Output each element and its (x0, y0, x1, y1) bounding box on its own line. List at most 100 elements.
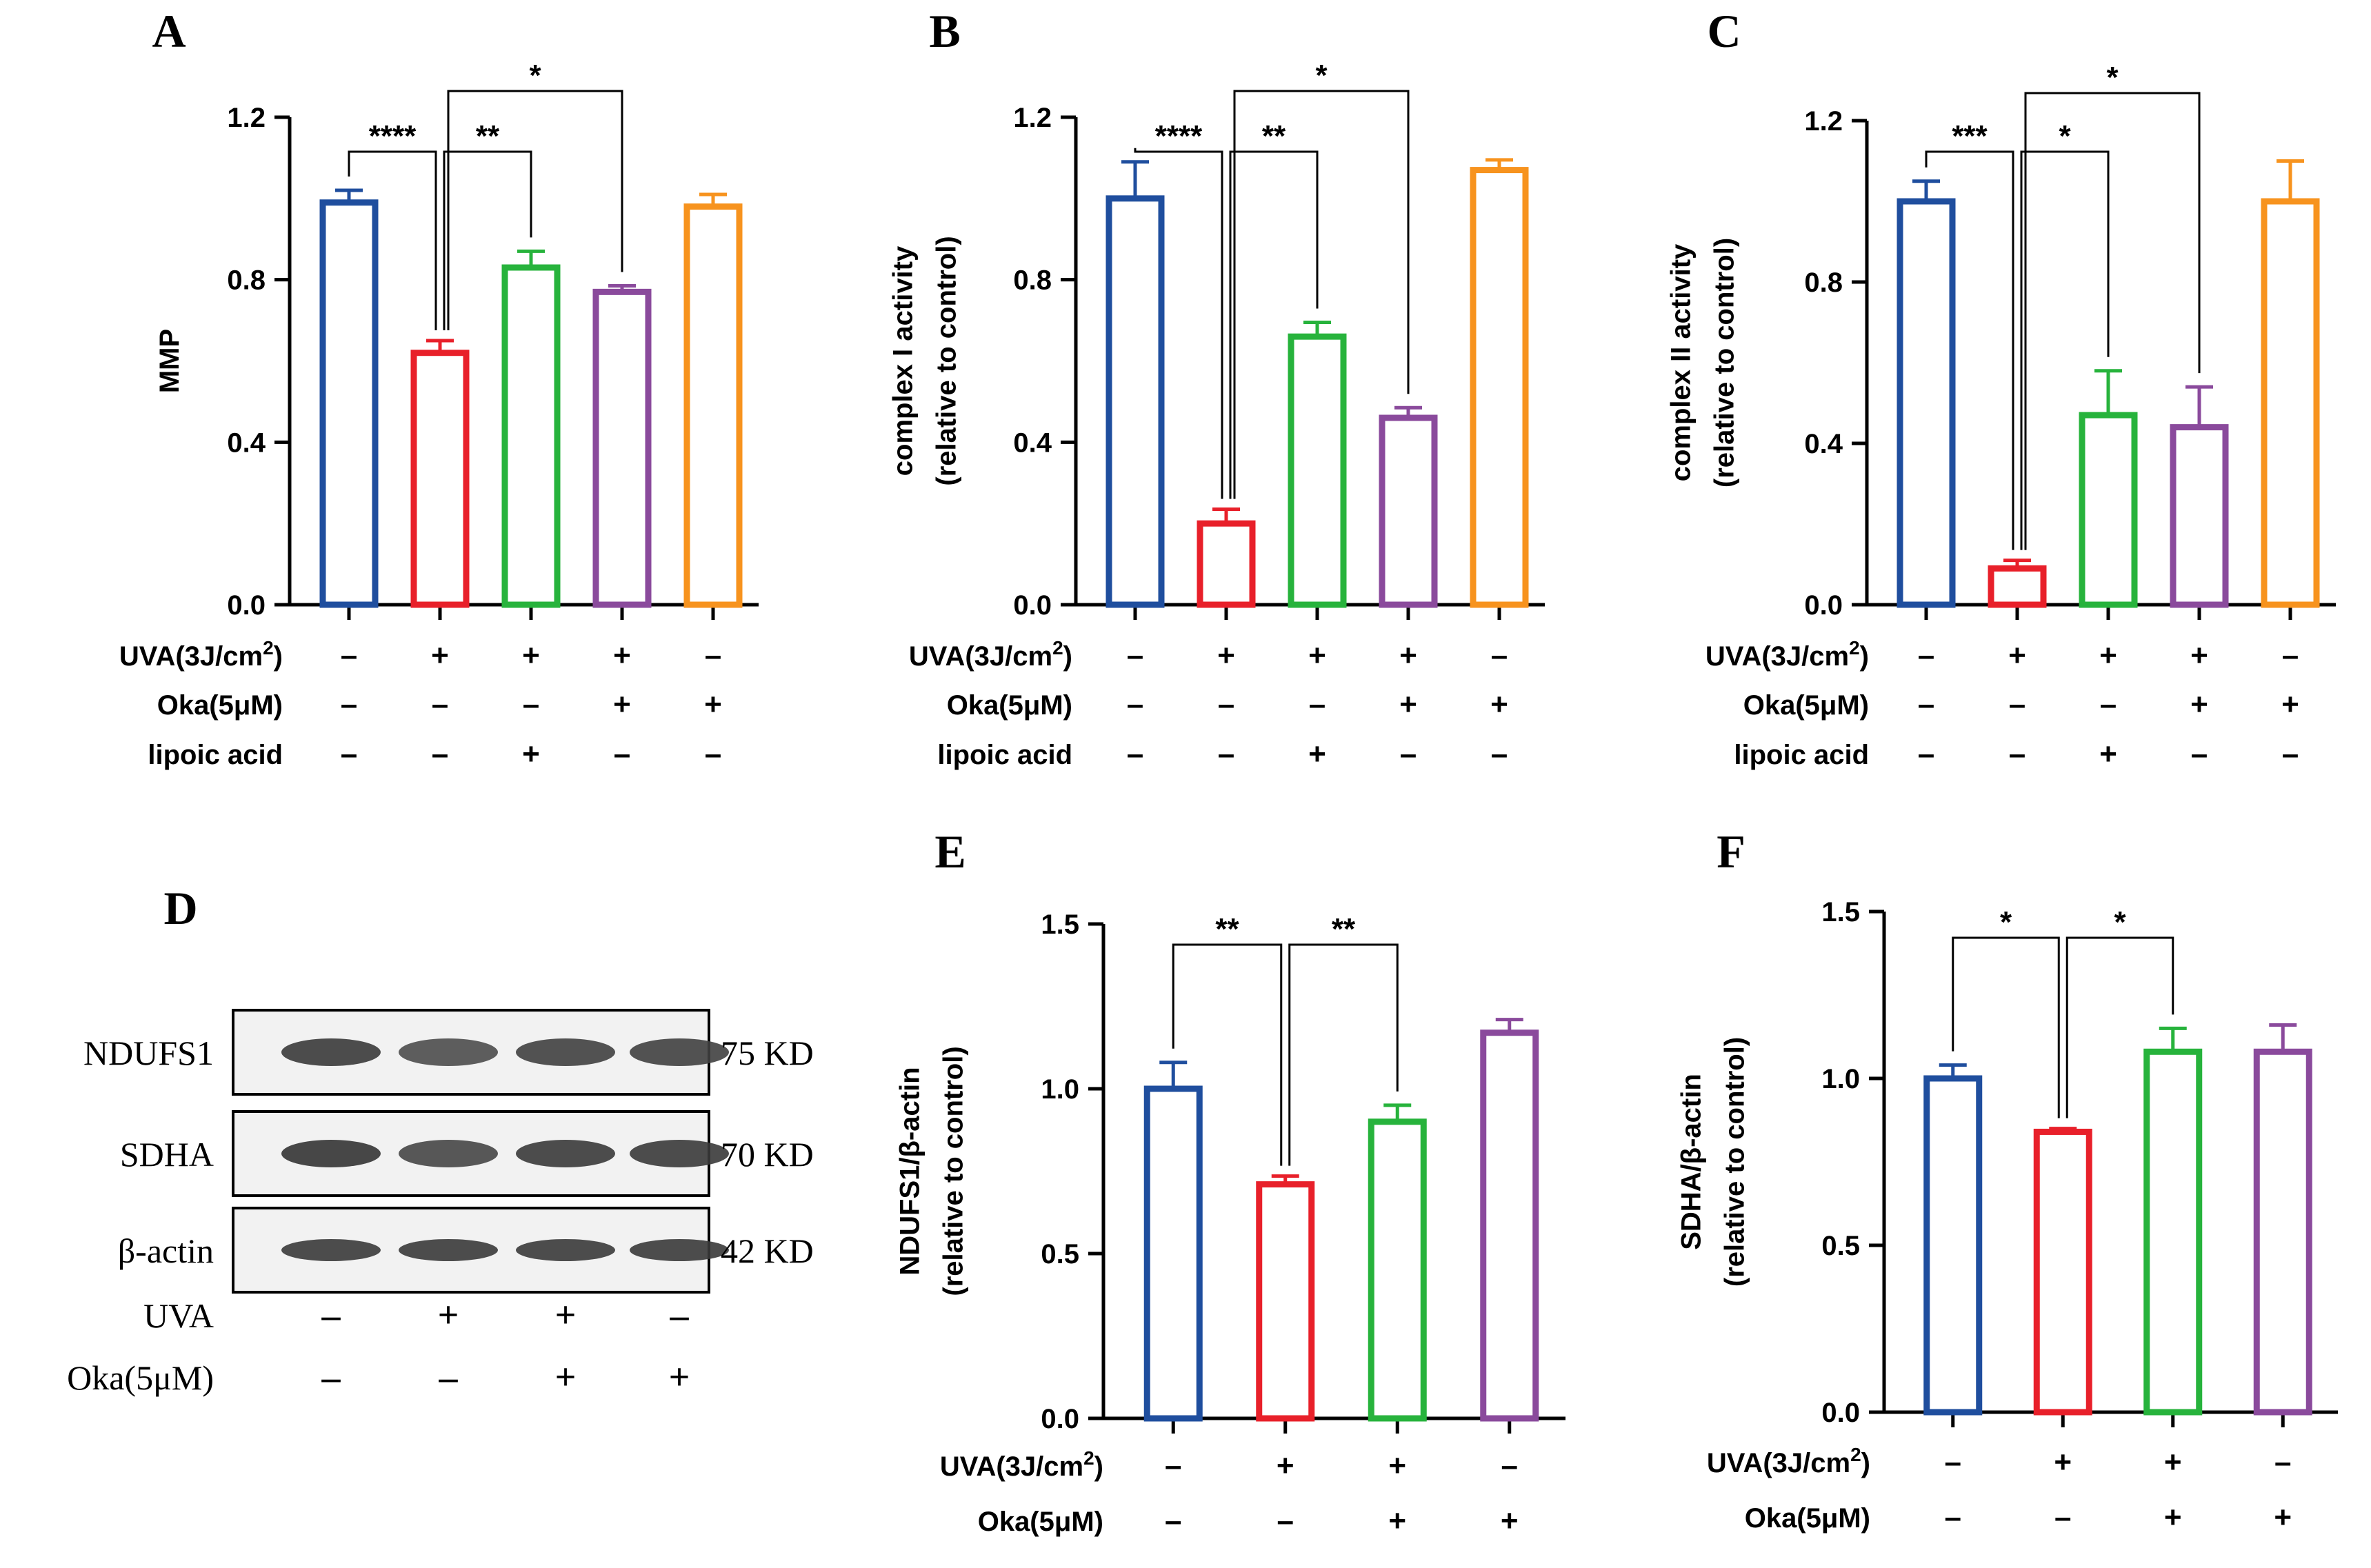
significance-bracket (2024, 92, 2201, 550)
treatment-sign: – (1945, 1500, 1961, 1534)
blot-row-label: SDHA (120, 1135, 214, 1174)
treatment-label: UVA(3J/cm2) (1705, 637, 1869, 672)
treatment-sign: + (2190, 687, 2208, 721)
blot-treatment-sign: + (555, 1294, 577, 1336)
treatment-sign: – (2100, 687, 2117, 721)
significance-label: *** (1952, 119, 1988, 153)
y-tick-label: 0.0 (227, 590, 266, 621)
blot-size-label: 75 KD (721, 1034, 814, 1072)
blot-treatment-sign: + (669, 1356, 690, 1398)
treatment-sign: – (1165, 1449, 1181, 1482)
significance-label: * (1315, 59, 1328, 92)
chart-panel-b: B 0.0 0.4 0.8 1.2 complex I activity (relative… (888, 5, 1545, 771)
treatment-sign: – (2282, 639, 2299, 672)
treatment-sign: – (1918, 737, 1934, 771)
y-tick-label: 0.5 (1041, 1239, 1079, 1269)
treatment-sign: + (1308, 737, 1326, 771)
significance-label: * (529, 59, 541, 92)
treatment-label-close: ) (1094, 1451, 1103, 1482)
treatment-sign: – (1945, 1445, 1961, 1479)
treatment-label-close: ) (1063, 641, 1072, 672)
y-axis-label-line2: (relative to control) (932, 236, 962, 485)
treatment-sign: – (1277, 1504, 1294, 1538)
treatment-label: UVA(3J/cm2) (909, 637, 1072, 672)
treatment-sign: + (2274, 1500, 2292, 1534)
blot-band (630, 1239, 729, 1261)
y-axis-label-line2: (relative to control) (1720, 1037, 1750, 1287)
treatment-label: lipoic acid (148, 740, 283, 770)
y-tick-label: 0.0 (1041, 1404, 1079, 1434)
bar (1480, 1029, 1539, 1422)
treatment-label: UVA(3J/cm2) (119, 637, 283, 672)
y-tick-label: 1.0 (1821, 1064, 1860, 1094)
bar (1197, 520, 1256, 608)
y-tick-label: 0.0 (1013, 590, 1052, 621)
treatment-sign: + (2190, 639, 2208, 672)
treatment-sign: – (432, 737, 448, 771)
treatment-label: Oka(5μM) (157, 690, 283, 721)
treatment-sign: + (2099, 737, 2117, 771)
panel-label: D (163, 882, 197, 934)
treatment-sign: + (2054, 1445, 2072, 1479)
treatment-sign: + (1399, 639, 1417, 672)
treatment-sign: – (1491, 737, 1508, 771)
blot-treatment-sign: – (670, 1294, 690, 1336)
treatment-label: Oka(5μM) (947, 690, 1072, 721)
panel-label: C (1707, 5, 1741, 57)
treatment-sign: – (1165, 1504, 1181, 1538)
treatment-sign: – (341, 737, 357, 771)
treatment-label: Oka(5μM) (1743, 690, 1869, 721)
y-tick-label: 0.4 (1013, 428, 1052, 458)
treatment-label: lipoic acid (1734, 740, 1869, 770)
y-tick-label: 1.0 (1041, 1074, 1079, 1105)
treatment-label-sup: 2 (1850, 1444, 1861, 1465)
blot-band (630, 1038, 729, 1066)
treatment-sign: – (614, 737, 630, 771)
blot-band (399, 1038, 498, 1066)
y-axis-label: MMP (154, 329, 185, 393)
treatment-label: Oka(5μM) (978, 1507, 1103, 1537)
y-tick-label: 1.5 (1041, 909, 1079, 940)
chart-panel-e: E 0.0 0.5 1.0 1.5 NDUFS1/β-actin (relative to … (895, 825, 1565, 1538)
treatment-sign: – (1309, 687, 1325, 721)
blot-band (516, 1239, 615, 1261)
y-axis-label-line1: MMP (154, 329, 185, 393)
bar (683, 203, 743, 608)
panel-label: F (1717, 825, 1745, 878)
blot-treatment-sign: – (321, 1294, 341, 1336)
treatment-label-text: UVA(3J/cm (119, 641, 263, 672)
treatment-sign: – (1400, 737, 1417, 771)
significance-bracket (1134, 148, 1223, 499)
significance-bracket (2020, 150, 2110, 550)
blot-panel-d: D NDUFS1 75 KD SDHA 70 KD β-actin 42 KD UVA – + + –… (67, 882, 814, 1398)
treatment-label-close: ) (1860, 641, 1869, 672)
y-tick-label: 0.0 (1821, 1398, 1860, 1428)
blot-treatment-label: UVA (143, 1296, 214, 1335)
y-axis-label-line2: (relative to control) (1710, 238, 1740, 488)
significance-bracket (2065, 936, 2174, 1118)
treatment-label-sup: 2 (263, 637, 274, 659)
y-axis-label-line1: NDUFS1/β-actin (895, 1067, 926, 1275)
chart-panel-f: F 0.0 0.5 1.0 1.5 SDHA/β-actin (relative to co… (1677, 825, 2338, 1534)
significance-bracket (1172, 943, 1283, 1166)
y-tick-label: 0.8 (1804, 268, 1843, 298)
bar (1897, 198, 1956, 608)
significance-bracket (1229, 150, 1319, 499)
bar (1923, 1075, 1983, 1416)
bar (592, 288, 652, 608)
blot-size-label: 70 KD (721, 1135, 814, 1174)
treatment-sign: + (2164, 1500, 2182, 1534)
blot-treatment-label: Oka(5μM) (67, 1358, 214, 1397)
treatment-sign: – (2054, 1500, 2071, 1534)
treatment-sign: – (2274, 1445, 2291, 1479)
significance-label: **** (369, 119, 417, 153)
treatment-label: UVA(3J/cm2) (940, 1447, 1103, 1482)
blot-band (281, 1140, 381, 1167)
y-axis-label-line1: SDHA/β-actin (1677, 1074, 1707, 1250)
significance-bracket (447, 90, 623, 331)
blot-band (281, 1038, 381, 1066)
significance-label: * (2114, 905, 2126, 939)
blot-treatment-sign: – (439, 1356, 459, 1398)
treatment-sign: – (1491, 639, 1508, 672)
bar (2253, 1048, 2312, 1416)
